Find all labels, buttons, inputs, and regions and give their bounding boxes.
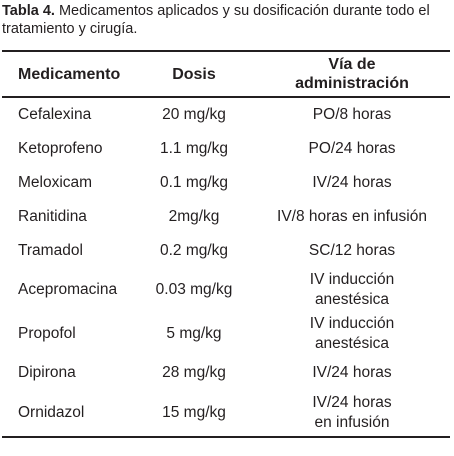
- cell-dosis: 1.1 mg/kg: [159, 140, 229, 157]
- cell-via-line: en infusión: [314, 414, 390, 431]
- cell-medicamento: Dipirona: [18, 364, 76, 381]
- cell-dosis: 0.03 mg/kg: [155, 281, 233, 298]
- cell-via-line: IV/8 horas en infusión: [277, 208, 427, 225]
- cell-via: IV/24 horas: [254, 166, 450, 200]
- cell-via: PO/8 horas: [254, 97, 450, 132]
- cell-via: SC/12 horas: [254, 234, 450, 268]
- table-row: Dipirona 28 mg/kg IV/24 horas: [2, 356, 450, 390]
- cell-via-line: PO/8 horas: [312, 106, 392, 123]
- cell-via-line: IV/24 horas: [312, 394, 392, 411]
- medication-table: Medicamento Dosis Vía de administración C…: [2, 50, 450, 438]
- cell-dosis: 2mg/kg: [168, 208, 220, 225]
- cell-medicamento: Propofol: [18, 325, 76, 342]
- cell-dosis: 15 mg/kg: [134, 390, 254, 438]
- cell-via-line: anestésica: [314, 335, 390, 352]
- cell-dosis: 0.1 mg/kg: [159, 174, 229, 191]
- cell-medicamento: Ketoprofeno: [18, 140, 103, 157]
- cell-via: IV inducción anestésica: [254, 268, 450, 312]
- cell-via-line: IV/24 horas: [312, 364, 392, 381]
- cell-dosis: 5 mg/kg: [166, 325, 222, 342]
- cell-via-line: PO/24 horas: [308, 140, 396, 157]
- caption-label: Tabla 4.: [2, 3, 55, 19]
- header-via-line2: administración: [295, 75, 409, 92]
- cell-medicamento: Tramadol: [18, 242, 83, 259]
- header-row: Medicamento Dosis Vía de administración: [2, 50, 450, 98]
- table-header: Medicamento Dosis Vía de administración: [2, 50, 450, 98]
- table-row: Ranitidina 2mg/kg IV/8 horas en infusión: [2, 200, 450, 234]
- cell-via-line: SC/12 horas: [308, 242, 396, 259]
- table-row: Propofol 5 mg/kg IV inducción anestésica: [2, 312, 450, 356]
- cell-medicamento: Ranitidina: [18, 208, 87, 225]
- table-row: Ketoprofeno 1.1 mg/kg PO/24 horas: [2, 132, 450, 166]
- cell-medicamento: Ornidazol: [2, 390, 134, 438]
- cell-dosis: 20 mg/kg: [162, 106, 226, 123]
- cell-via: IV/8 horas en infusión: [254, 200, 450, 234]
- cell-via-line: IV/24 horas: [312, 174, 392, 191]
- cell-dosis: 28 mg/kg: [162, 364, 226, 381]
- cell-via: IV/24 horas: [254, 356, 450, 390]
- cell-medicamento: Meloxicam: [18, 174, 93, 191]
- table-body: Cefalexina 20 mg/kg PO/8 horas Ketoprofeno 1…: [2, 97, 450, 438]
- cell-medicamento: Acepromacina: [18, 281, 118, 298]
- cell-via-line: anestésica: [314, 291, 390, 308]
- table-row: Tramadol 0.2 mg/kg SC/12 horas: [2, 234, 450, 268]
- table-caption: Tabla 4. Medicamentos aplicados y su dos…: [2, 2, 450, 38]
- table-row: Acepromacina 0.03 mg/kg IV inducción anesté…: [2, 268, 450, 312]
- cell-via-line: IV inducción: [309, 271, 395, 288]
- cell-dosis: 0.2 mg/kg: [159, 242, 229, 259]
- cell-via: IV/24 horas en infusión: [254, 390, 450, 438]
- cell-medicamento: Cefalexina: [18, 106, 92, 123]
- caption-text: Medicamentos aplicados y su dosificación…: [2, 3, 430, 37]
- table-row: Cefalexina 20 mg/kg PO/8 horas: [2, 97, 450, 132]
- table-row: Meloxicam 0.1 mg/kg IV/24 horas: [2, 166, 450, 200]
- header-medicamento: Medicamento: [2, 50, 134, 98]
- header-via: Vía de administración: [254, 50, 450, 98]
- header-via-line1: Vía de: [328, 56, 376, 73]
- table-row: Ornidazol 15 mg/kg IV/24 horas en infusión: [2, 390, 450, 438]
- header-dosis: Dosis: [134, 50, 254, 98]
- cell-via-line: IV inducción: [309, 315, 395, 332]
- cell-via: PO/24 horas: [254, 132, 450, 166]
- cell-via: IV inducción anestésica: [254, 312, 450, 356]
